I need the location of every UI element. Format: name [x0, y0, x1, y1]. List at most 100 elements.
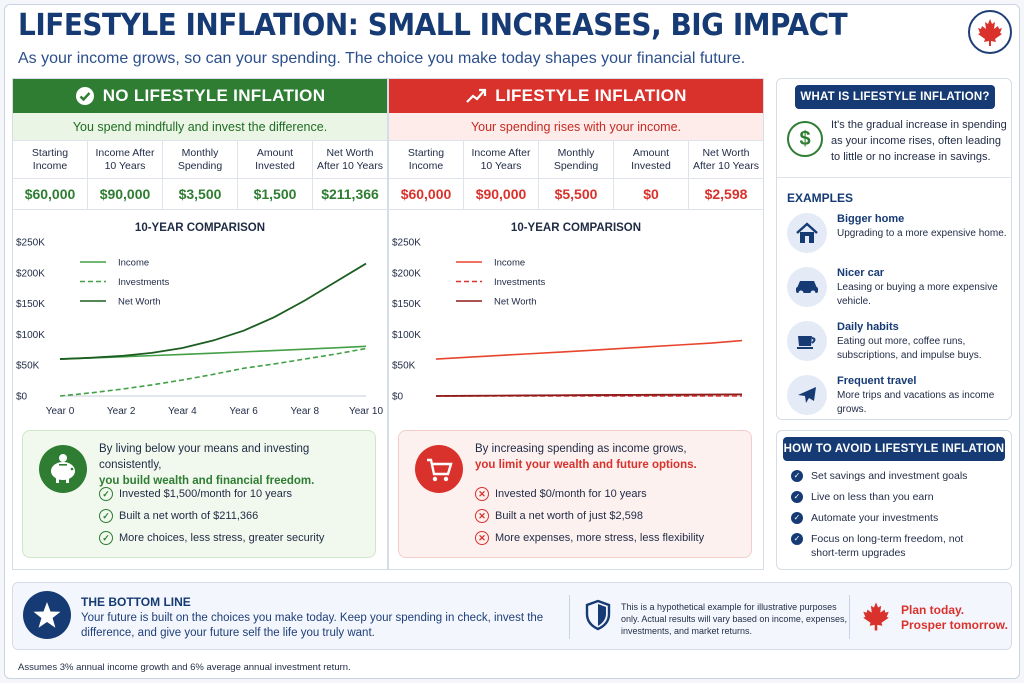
- stat-cell: Monthly Spending $3,500: [163, 141, 238, 209]
- right-chart-title: 10-YEAR COMPARISON: [510, 222, 642, 234]
- check-icon: ✓: [99, 487, 113, 501]
- right-chart-y-tick-label: $100K: [392, 330, 421, 341]
- footnote: Assumes 3% annual income growth and 6% a…: [18, 662, 351, 673]
- left-chart-x-tick-label: Year 0: [46, 406, 75, 417]
- left-chart-y-tick-label: $0: [16, 392, 28, 403]
- stat-label: Net Worth After 10 Years: [689, 141, 763, 179]
- check-icon: ✓: [791, 470, 803, 482]
- example-title: Nicer car: [837, 267, 885, 279]
- example-daily-habits: Daily habits Eating out more, coffee run…: [787, 321, 1007, 371]
- maple-leaf-icon: [968, 10, 1012, 54]
- example-frequent-travel: Frequent travel More trips and vacations…: [787, 375, 1007, 425]
- stat-value: $2,598: [704, 186, 748, 202]
- stat-cell: Net Worth After 10 Years $211,366: [313, 141, 387, 209]
- no-inflation-highlight: you build wealth and financial freedom.: [99, 475, 315, 487]
- left-chart-y-tick-label: $100K: [16, 330, 45, 341]
- list-item: ✓ Invested $1,500/month for 10 years: [99, 483, 324, 505]
- stat-cell: Starting Income $60,000: [13, 141, 88, 209]
- inflation-checklist: ✕ Invested $0/month for 10 years ✕ Built a…: [475, 483, 704, 549]
- list-item: ✓ Set savings and investment goals: [791, 469, 967, 483]
- left-chart-title: 10-YEAR COMPARISON: [134, 222, 266, 234]
- list-item: ✓ Built a net worth of $211,366: [99, 505, 324, 527]
- check-icon: ✓: [791, 533, 803, 545]
- example-desc: Leasing or buying a more expensive vehic…: [837, 282, 998, 307]
- stat-value: $60,000: [400, 186, 452, 202]
- x-icon: ✕: [475, 531, 489, 545]
- right-chart-y-tick-label: $250K: [392, 238, 421, 249]
- stat-cell: Monthly Spending $5,500: [539, 141, 614, 209]
- star-icon: [23, 591, 71, 639]
- list-item: ✓ Automate your investments: [791, 511, 938, 525]
- right-chart-series-net-worth-line: [435, 393, 743, 397]
- list-item: ✓ More choices, less stress, greater secu…: [99, 527, 324, 549]
- check-text: More choices, less stress, greater secur…: [119, 532, 325, 544]
- list-item: ✕ Invested $0/month for 10 years: [475, 483, 704, 505]
- disclaimer-text: This is a hypothetical example for illus…: [621, 602, 847, 636]
- list-item: ✕ Built a net worth of just $2,598: [475, 505, 704, 527]
- piggy-bank-icon: [39, 445, 87, 493]
- stat-label: Monthly Spending: [163, 141, 237, 179]
- check-icon: ✓: [791, 512, 803, 524]
- page-title: LIFESTYLE INFLATION: SMALL INCREASES, BI…: [18, 8, 848, 43]
- left-chart-series-investments-line: [59, 347, 367, 397]
- stat-cell: Income After 10 Years $90,000: [464, 141, 539, 209]
- dollar-icon: $: [787, 121, 823, 157]
- stat-label: Starting Income: [13, 141, 87, 179]
- stat-value: $90,000: [99, 186, 151, 202]
- left-chart-x-tick-label: Year 4: [168, 406, 197, 417]
- left-chart-legend-label: Investments: [118, 277, 169, 288]
- list-item: ✓ Focus on long-term freedom, not short-t…: [791, 532, 991, 560]
- how-text: Focus on long-term freedom, not short-te…: [811, 533, 964, 559]
- left-chart-x-tick-label: Year 10: [349, 406, 384, 417]
- stat-value: $1,500: [253, 186, 297, 202]
- list-item: ✕ More expenses, more stress, less flexib…: [475, 527, 704, 549]
- stat-label: Net Worth After 10 Years: [313, 141, 387, 179]
- left-chart-x-tick-label: Year 8: [291, 406, 320, 417]
- example-title: Frequent travel: [837, 375, 917, 387]
- stat-value: $90,000: [475, 186, 527, 202]
- airplane-icon: [787, 375, 827, 415]
- stat-cell: Amount Invested $1,500: [238, 141, 313, 209]
- stat-value: $60,000: [24, 186, 76, 202]
- no-inflation-message-text: By living below your means and investing…: [99, 441, 369, 489]
- how-text: Automate your investments: [811, 512, 939, 524]
- right-chart-legend-label: Investments: [494, 277, 545, 288]
- check-circle-icon: [75, 87, 94, 105]
- x-icon: ✕: [475, 487, 489, 501]
- no-inflation-checklist: ✓ Invested $1,500/month for 10 years ✓ Bui…: [99, 483, 324, 549]
- plan-line-2: Prosper tomorrow.: [901, 618, 1008, 632]
- right-chart-y-tick-label: $50K: [392, 361, 416, 372]
- coffee-cup-icon: [787, 321, 827, 361]
- example-bigger-home: Bigger home Upgrading to a more expensiv…: [787, 213, 1007, 263]
- maple-leaf-icon: [863, 602, 889, 631]
- definition-text: It's the gradual increase in spending as…: [831, 119, 1007, 163]
- no-inflation-header: NO LIFESTYLE INFLATION: [13, 79, 387, 113]
- check-icon: ✓: [99, 509, 113, 523]
- right-chart-series-income-line: [435, 339, 743, 360]
- no-inflation-message: By living below your means and investing…: [22, 430, 376, 558]
- left-chart-y-tick-label: $50K: [16, 361, 40, 372]
- right-chart-y-tick-label: $0: [392, 392, 404, 403]
- example-title: Bigger home: [837, 213, 905, 225]
- inflation-stats: Starting Income $60,000 Income After 10 Y…: [389, 141, 763, 210]
- bottom-line-text: Your future is built on the choices you …: [81, 612, 544, 639]
- inflation-highlight: you limit your wealth and future options…: [475, 459, 697, 471]
- stat-label: Starting Income: [389, 141, 463, 179]
- check-text: Invested $1,500/month for 10 years: [119, 488, 293, 500]
- check-text: More expenses, more stress, less flexibi…: [495, 532, 705, 544]
- no-inflation-header-label: NO LIFESTYLE INFLATION: [102, 86, 326, 105]
- inflation-line-chart: $0 $50K $100K $150K $200K $250K Income Investme…: [392, 238, 743, 403]
- stat-value: $0: [643, 186, 659, 202]
- inflation-lead: By increasing spending as income grows,: [475, 443, 687, 455]
- check-text: Built a net worth of $211,366: [119, 510, 259, 522]
- inflation-message: By increasing spending as income grows, …: [398, 430, 752, 558]
- how-to-avoid-title: HOW TO AVOID LIFESTYLE INFLATION: [783, 437, 1005, 461]
- stat-value: $5,500: [554, 186, 598, 202]
- example-desc: More trips and vacations as income grows…: [837, 390, 995, 415]
- what-is-title: WHAT IS LIFESTYLE INFLATION?: [795, 85, 995, 109]
- shield-icon: [585, 599, 611, 631]
- example-desc: Upgrading to a more expensive home.: [837, 228, 1007, 239]
- no-inflation-lead: By living below your means and investing…: [99, 443, 310, 471]
- check-text: Invested $0/month for 10 years: [495, 488, 647, 500]
- no-inflation-line-chart: $0 $50K $100K $150K $200K $250K Year 0 Year 2 Ye…: [16, 238, 384, 418]
